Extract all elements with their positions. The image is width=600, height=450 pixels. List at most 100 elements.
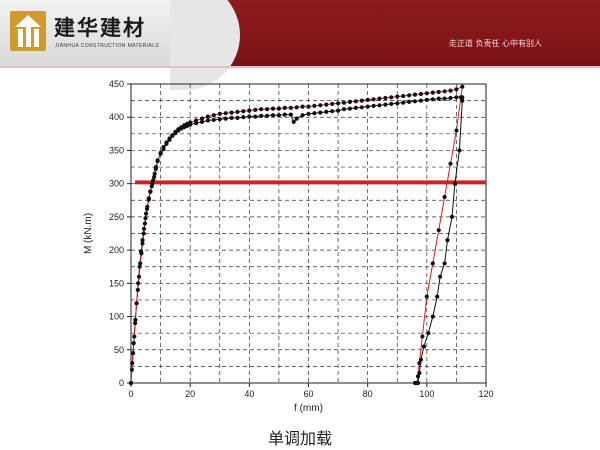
series-b-point bbox=[217, 111, 222, 116]
series-b-point bbox=[377, 96, 382, 101]
series-b-point bbox=[288, 105, 293, 110]
series-b-point bbox=[133, 321, 138, 326]
series-b-point bbox=[155, 159, 160, 164]
series-b-point bbox=[158, 151, 163, 156]
series-b-point bbox=[424, 91, 429, 96]
series-a-point bbox=[223, 116, 228, 121]
series-a-point bbox=[445, 238, 450, 243]
series-b-point bbox=[131, 341, 136, 346]
company-slogan: 走正道 负责任 心中有别人 bbox=[448, 39, 542, 48]
series-b-point bbox=[448, 161, 453, 166]
series-a-point bbox=[152, 171, 157, 176]
series-a-point bbox=[424, 97, 429, 102]
series-a-point bbox=[377, 103, 382, 108]
chart-axes bbox=[127, 83, 487, 387]
series-b-point bbox=[341, 100, 347, 105]
series-b-point bbox=[306, 104, 311, 109]
series-b-point bbox=[430, 261, 435, 266]
series-b-point bbox=[148, 189, 153, 194]
series-b-point bbox=[436, 228, 441, 233]
series-a-point bbox=[417, 370, 422, 376]
series-a-point bbox=[300, 113, 305, 118]
series-a-point bbox=[442, 261, 447, 266]
series-b-point bbox=[401, 93, 406, 99]
series-b-point bbox=[152, 174, 157, 180]
series-a-point bbox=[138, 261, 143, 266]
series-b-point bbox=[420, 334, 425, 339]
series-b-point bbox=[412, 92, 418, 97]
x-tick-label: 60 bbox=[303, 389, 313, 399]
series-a-point bbox=[294, 116, 299, 121]
series-a-point bbox=[336, 108, 341, 113]
series-a-point bbox=[442, 96, 447, 101]
series-b-point bbox=[454, 128, 459, 133]
series-a-point bbox=[430, 97, 435, 102]
series-b-point bbox=[130, 361, 135, 366]
series-a-point bbox=[270, 113, 276, 118]
series-b-point bbox=[353, 99, 358, 104]
series-b-point bbox=[460, 84, 465, 89]
series-a-point bbox=[457, 148, 462, 153]
series-b-point bbox=[395, 94, 400, 99]
y-tick-label: 100 bbox=[109, 312, 124, 322]
series-a-point bbox=[282, 112, 287, 117]
series-a-point bbox=[436, 96, 441, 101]
series-b-point bbox=[164, 140, 169, 145]
series-b-point bbox=[312, 103, 317, 108]
series-a-point bbox=[448, 95, 453, 101]
series-a-point bbox=[129, 367, 134, 372]
series-b-point bbox=[383, 95, 388, 101]
series-b-point bbox=[359, 98, 364, 103]
series-b-point bbox=[458, 95, 463, 100]
series-b-point bbox=[161, 145, 166, 150]
series-a-point bbox=[318, 110, 323, 115]
series-b-point bbox=[153, 166, 158, 172]
series-b-point bbox=[241, 109, 246, 114]
series-b-point bbox=[336, 101, 341, 106]
series-b-point bbox=[139, 249, 144, 254]
series-b-point bbox=[448, 88, 453, 93]
y-tick-label: 0 bbox=[119, 378, 124, 388]
series-a-point bbox=[347, 106, 352, 111]
series-a-point bbox=[151, 178, 156, 183]
series-a-point bbox=[330, 109, 335, 114]
x-axis-label: f (mm) bbox=[294, 403, 323, 414]
series-b-point bbox=[365, 97, 370, 102]
series-b-point bbox=[282, 105, 287, 110]
series-a-point bbox=[259, 113, 264, 118]
series-a-point bbox=[241, 115, 246, 120]
series-a-point bbox=[407, 99, 412, 104]
series-b-point bbox=[430, 90, 435, 95]
series-b-point bbox=[229, 110, 234, 115]
x-tick-label: 80 bbox=[363, 389, 373, 399]
series-a-point bbox=[291, 119, 296, 124]
series-a-point bbox=[438, 274, 443, 279]
series-b-point bbox=[194, 118, 199, 123]
series-a-point bbox=[452, 181, 457, 186]
series-b-point bbox=[294, 105, 299, 110]
header-divider bbox=[0, 66, 600, 68]
series-b-point bbox=[415, 374, 421, 379]
series-a-point bbox=[306, 111, 311, 116]
series-b-point bbox=[347, 99, 352, 104]
series-b-point bbox=[137, 264, 142, 269]
y-tick-label: 150 bbox=[109, 278, 124, 288]
series-b-point bbox=[179, 125, 184, 130]
series-b-point bbox=[223, 111, 228, 116]
series-a-point bbox=[235, 115, 240, 120]
series-a-point bbox=[435, 294, 440, 299]
series-b-point bbox=[173, 129, 178, 134]
y-tick-label: 350 bbox=[109, 145, 124, 155]
x-tick-label: 0 bbox=[128, 389, 133, 399]
series-a-point bbox=[131, 351, 136, 356]
y-axis-label: M (kN.m) bbox=[83, 213, 94, 254]
series-a-point bbox=[371, 103, 376, 108]
series-b-point bbox=[318, 103, 323, 108]
series-b-point bbox=[143, 216, 148, 221]
series-b-point bbox=[442, 89, 447, 94]
series-a-point bbox=[141, 231, 146, 236]
series-b-point bbox=[199, 116, 205, 121]
series-a-point bbox=[430, 314, 435, 319]
series-a-point bbox=[389, 101, 394, 106]
series-b-point bbox=[371, 97, 376, 102]
